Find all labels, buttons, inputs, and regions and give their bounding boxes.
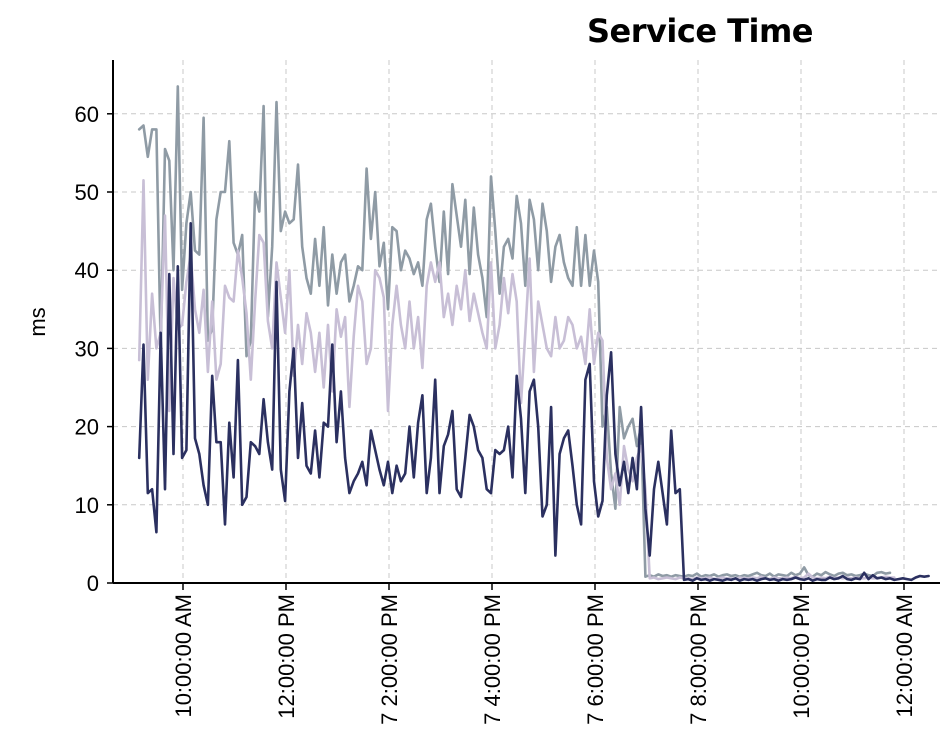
x-tick-layer: 10:00:00 AM 12:00:00 PM 7 2:00:00 PM 7 4:00… [171,583,917,725]
x-tick-label: 7 4:00:00 PM [480,594,505,725]
y-tick-label: 20 [75,415,99,440]
y-tick-label: 0 [87,571,99,596]
y-tick-label: 40 [75,258,99,283]
y-tick-label: 50 [75,180,99,205]
x-tick-label: 7 6:00:00 PM [583,594,608,725]
y-tick-layer: 0 10 20 30 40 50 60 [75,102,113,596]
x-tick-label: 12:00:00 PM [274,594,299,719]
x-tick-label: 7 2:00:00 PM [377,594,402,725]
y-tick-label: 10 [75,493,99,518]
y-tick-label: 30 [75,336,99,361]
series-layer [137,85,930,583]
y-tick-label: 60 [75,102,99,127]
axis-layer [112,60,940,584]
series-line-3 [137,222,930,583]
x-tick-label: 12:00:00 AM [892,594,917,718]
x-tick-label: 7 8:00:00 PM [686,594,711,725]
x-tick-label: 10:00:00 AM [171,594,196,718]
y-axis-label: ms [25,307,50,336]
x-tick-label: 10:00:00 PM [789,594,814,719]
chart-title: Service Time [587,12,813,50]
series-line-1 [137,85,892,579]
